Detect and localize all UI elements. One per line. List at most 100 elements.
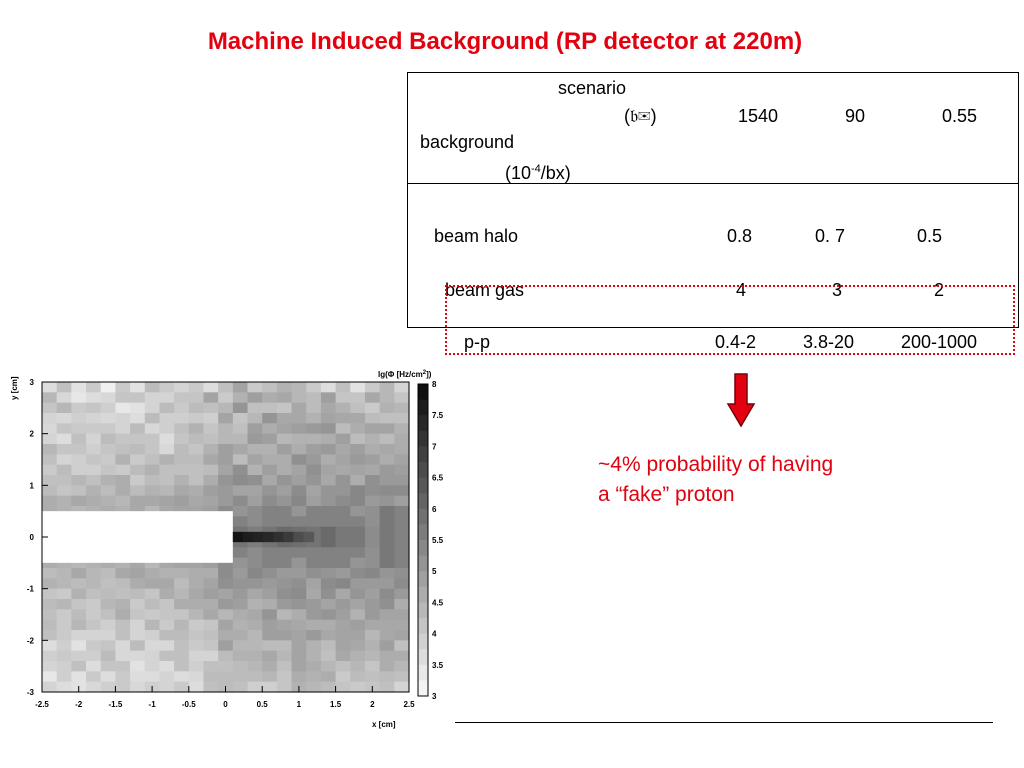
heatmap-cell bbox=[86, 557, 102, 569]
heatmap-cell bbox=[86, 588, 102, 600]
heatmap-cell bbox=[335, 433, 351, 445]
y-tick-label: -2 bbox=[27, 636, 35, 645]
heatmap-cell bbox=[379, 402, 395, 414]
heatmap-cell bbox=[276, 681, 293, 693]
heatmap-cell bbox=[335, 475, 351, 486]
heatmap-cell bbox=[174, 423, 190, 435]
heatmap-cell bbox=[159, 599, 175, 610]
heatmap-cell bbox=[262, 423, 278, 435]
heatmap-cell bbox=[159, 681, 175, 693]
heatmap-cell bbox=[188, 475, 205, 486]
heatmap-cell bbox=[71, 640, 87, 652]
heatmap-cell bbox=[364, 506, 381, 517]
heatmap-cell bbox=[306, 433, 322, 445]
heatmap-cell bbox=[276, 671, 293, 683]
background-table bbox=[407, 72, 1019, 328]
heatmap-cell bbox=[174, 671, 190, 683]
heatmap-cell bbox=[232, 433, 249, 445]
heatmap-cell bbox=[203, 423, 219, 435]
heatmap-cell bbox=[306, 423, 322, 435]
heatmap-cell bbox=[364, 619, 381, 631]
heatmap-cell bbox=[247, 423, 263, 435]
heatmap-cell bbox=[335, 630, 351, 641]
heatmap-cell bbox=[115, 485, 131, 497]
heatmap-cell bbox=[71, 413, 87, 424]
heatmap-cell bbox=[320, 382, 337, 393]
heatmap-cell bbox=[291, 485, 307, 497]
heatmap-cell bbox=[350, 547, 366, 559]
heatmap-cell bbox=[56, 630, 72, 641]
heatmap-cell bbox=[130, 588, 146, 600]
heatmap-cell bbox=[291, 464, 307, 476]
heatmap-cell bbox=[159, 392, 175, 404]
heatmap-cell bbox=[335, 681, 351, 693]
heatmap-cell bbox=[144, 444, 161, 455]
heatmap-cell bbox=[364, 578, 381, 590]
heatmap-cell bbox=[276, 495, 293, 507]
heatmap-cell bbox=[276, 619, 293, 631]
heatmap-cell bbox=[232, 681, 249, 693]
fake-proton-line-2: a “fake” proton bbox=[598, 483, 735, 506]
heatmap-cell bbox=[262, 671, 278, 683]
heatmap-cell bbox=[56, 650, 72, 662]
heatmap-cell bbox=[159, 557, 175, 569]
heatmap-cell bbox=[71, 454, 87, 466]
heatmap-cell bbox=[394, 537, 410, 548]
heatmap-cell bbox=[232, 475, 249, 486]
heatmap-cell bbox=[115, 681, 131, 693]
colorbar-swatch bbox=[418, 540, 428, 557]
heatmap-cell bbox=[262, 402, 278, 414]
heatmap-cell bbox=[262, 557, 278, 569]
heatmap-cell bbox=[262, 599, 278, 610]
heatmap-cell bbox=[159, 402, 175, 414]
heatmap-cell bbox=[174, 619, 190, 631]
heatmap-cell bbox=[364, 599, 381, 610]
heatmap-cell bbox=[379, 599, 395, 610]
heatmap-cell bbox=[247, 413, 263, 424]
heatmap-cell bbox=[394, 423, 410, 435]
y-tick-label: 0 bbox=[30, 533, 35, 542]
colorbar-tick-label: 3 bbox=[432, 692, 437, 701]
heatmap-cell bbox=[394, 599, 410, 610]
heatmap-cell bbox=[232, 547, 249, 559]
heatmap-cell bbox=[159, 650, 175, 662]
heatmap-cell bbox=[42, 650, 58, 662]
heatmap-cell bbox=[394, 526, 410, 538]
heatmap-cell bbox=[115, 619, 131, 631]
heatmap-cell bbox=[394, 650, 410, 662]
heatmap-cell bbox=[130, 392, 146, 404]
heatmap-cell bbox=[335, 619, 351, 631]
colorbar-swatch bbox=[418, 415, 428, 432]
heatmap-cell bbox=[364, 413, 381, 424]
heatmap-cell bbox=[276, 568, 293, 579]
colorbar-swatch bbox=[418, 680, 428, 697]
heatmap-cell bbox=[159, 640, 175, 652]
heatmap-cell bbox=[364, 495, 381, 507]
heatmap-cell bbox=[306, 454, 322, 466]
heatmap-cell bbox=[350, 681, 366, 693]
heatmap-cell bbox=[42, 568, 58, 579]
heatmap-cell bbox=[320, 413, 337, 424]
heatmap-cell bbox=[56, 640, 72, 652]
heatmap-cell bbox=[56, 454, 72, 466]
heatmap-cell bbox=[174, 661, 190, 672]
heatmap-cell bbox=[218, 568, 234, 579]
heatmap-cell bbox=[394, 557, 410, 569]
heatmap-cell bbox=[130, 475, 146, 486]
heatmap-cell bbox=[100, 485, 116, 497]
heatmap-cell bbox=[364, 423, 381, 435]
heatmap-cell bbox=[320, 547, 337, 559]
heatmap-cell bbox=[203, 681, 219, 693]
heatmap-cell bbox=[394, 433, 410, 445]
heatmap-cell bbox=[232, 557, 249, 569]
heatmap-cell bbox=[350, 506, 366, 517]
heatmap-cell bbox=[394, 392, 410, 404]
heatmap-cell bbox=[86, 454, 102, 466]
heatmap-cell bbox=[174, 464, 190, 476]
heatmap-cell bbox=[100, 557, 116, 569]
heatmap-cell bbox=[174, 454, 190, 466]
heatmap-cell bbox=[350, 495, 366, 507]
heatmap-cell bbox=[130, 433, 146, 445]
hot-cell bbox=[293, 531, 305, 543]
heatmap-cell bbox=[306, 681, 322, 693]
